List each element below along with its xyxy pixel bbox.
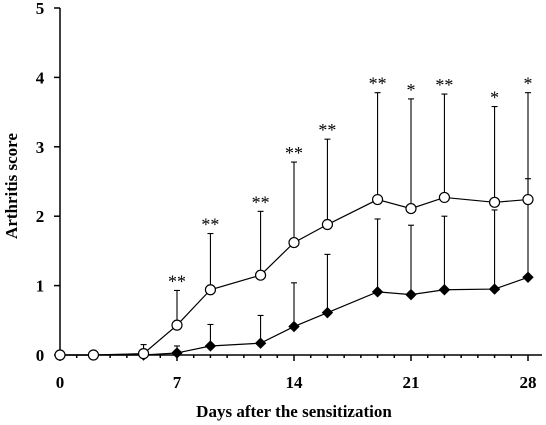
circle-marker (488, 196, 501, 208)
y-tick-label: 5 (36, 0, 45, 18)
circle-marker (405, 202, 417, 215)
circle-marker (204, 284, 217, 296)
significance-annotations: ************ * **** (168, 74, 533, 292)
significance-label: ** (318, 120, 336, 140)
x-tick-label: 21 (403, 373, 420, 392)
significance-label: ** (201, 215, 219, 235)
significance-label: ** (435, 75, 453, 95)
x-tick-label: 7 (173, 373, 182, 392)
diamond-marker (488, 283, 501, 295)
diamond-marker (171, 347, 183, 359)
significance-label: ** (285, 143, 303, 163)
significance-label: * (407, 80, 416, 100)
circle-marker (137, 348, 150, 360)
diamond-marker (288, 320, 300, 333)
circle-marker (371, 193, 384, 206)
circle-marker (87, 349, 100, 361)
diamond-marker (321, 306, 334, 319)
y-tick-label: 3 (36, 138, 45, 157)
diamond-marker (405, 288, 417, 301)
significance-label: ** (168, 271, 186, 291)
axes: 0 1 2 3 4 5 0 7 14 21 28 (36, 0, 542, 392)
circle-marker (438, 191, 451, 204)
x-tick-label: 14 (286, 373, 304, 392)
y-tick-label: 1 (36, 277, 45, 296)
circle-marker (54, 349, 66, 361)
diamond-marker (254, 337, 267, 349)
circle-marker (171, 319, 183, 331)
diamond-marker (204, 340, 217, 352)
circle-marker (522, 193, 534, 206)
significance-label: * (524, 74, 533, 94)
y-tick-label: 0 (36, 346, 45, 365)
circle-marker (321, 218, 334, 231)
x-axis-title: Days after the sensitization (196, 402, 392, 421)
circle-marker (254, 269, 267, 281)
circle-marker (288, 236, 300, 249)
diamond-marker (522, 271, 534, 283)
y-tick-label: 2 (36, 207, 45, 226)
significance-label: ** (369, 74, 387, 94)
data-markers (54, 191, 534, 361)
x-tick-label: 0 (56, 373, 65, 392)
significance-label: * (490, 88, 499, 108)
y-axis-title: Arthritis score (2, 133, 21, 239)
significance-label: ** (252, 192, 270, 212)
y-tick-label: 4 (36, 68, 45, 87)
diamond-marker (438, 284, 451, 296)
diamond-marker (371, 286, 384, 298)
x-tick-label: 28 (520, 373, 537, 392)
